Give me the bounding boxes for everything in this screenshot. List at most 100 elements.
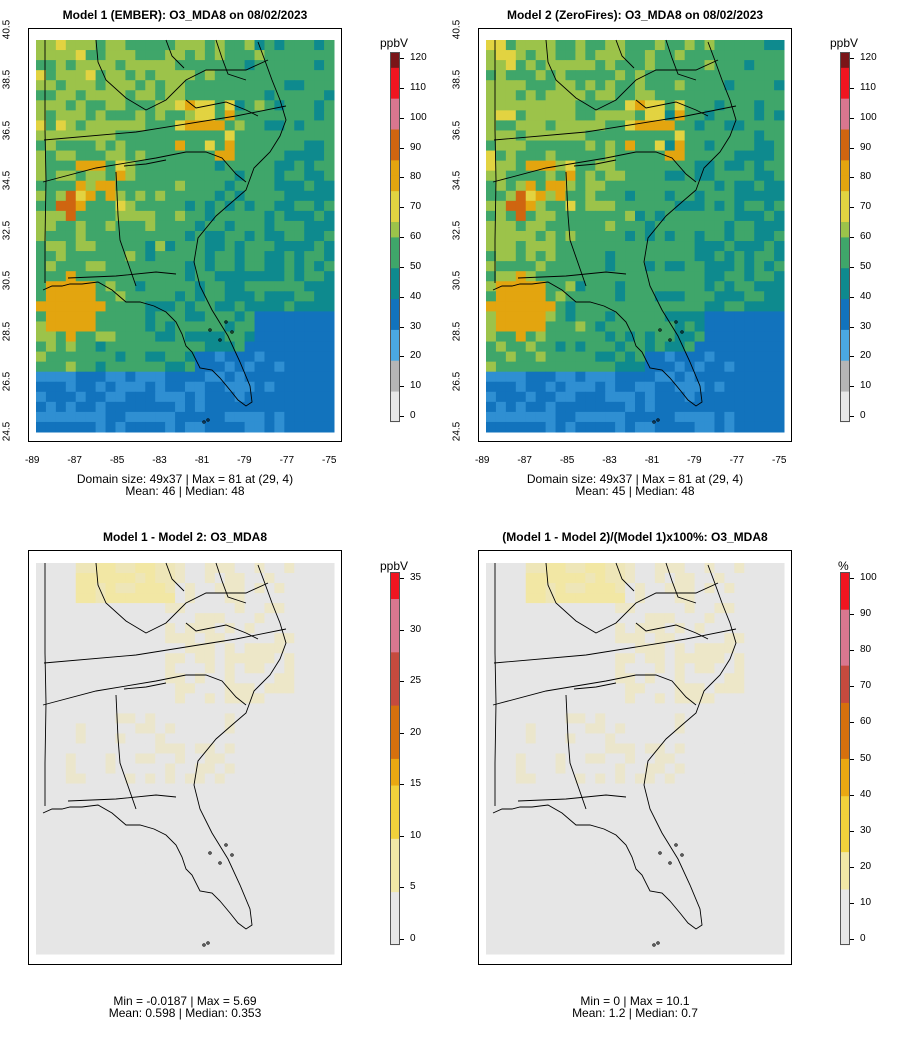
colorbar-tick-mark (850, 416, 854, 417)
longitude-tick-label: -77 (279, 455, 295, 466)
colorbar-tick-label: 10 (860, 896, 872, 908)
state-boundary (573, 682, 617, 690)
state-boundary (185, 99, 259, 117)
state-boundary (215, 562, 247, 604)
state-boundary (43, 105, 287, 141)
state-boundary (43, 628, 287, 664)
colorbar-tick-mark (400, 939, 404, 940)
colorbar-tick-mark (850, 386, 854, 388)
state-boundary (565, 694, 587, 810)
latitude-tick-label: 26.5 (1, 371, 13, 391)
latitude-tick-label: 28.5 (451, 321, 463, 341)
state-boundary (494, 563, 497, 806)
longitude-tick-label: -87 (517, 455, 532, 466)
colorbar-tick-mark (400, 58, 404, 59)
colorbar-tick-mark (850, 87, 854, 89)
colorbar-tick-label: 0 (410, 410, 416, 421)
colorbar-tick-mark (850, 177, 854, 179)
colorbar-tick-label: 30 (410, 320, 422, 332)
colorbar-tick-label: 60 (410, 231, 422, 242)
panel3-title: Model 1 - Model 2: O3_MDA8 (102, 530, 268, 544)
latitude-tick-label: 24.5 (451, 421, 463, 442)
colorbar-tick-label: 70 (860, 680, 872, 692)
colorbar-tick-label: 20 (410, 726, 422, 738)
colorbar-tick-mark (850, 758, 854, 760)
latitude-tick-label: 38.5 (451, 70, 463, 90)
state-boundary (493, 628, 737, 664)
longitude-tick-label: -83 (602, 455, 617, 466)
colorbar-tick-mark (400, 117, 404, 119)
panel2-unit: ppbV (830, 36, 859, 50)
latitude-tick-label: 26.5 (451, 371, 463, 391)
longitude-tick-label: -85 (109, 455, 125, 466)
latitude-tick-label: 30.5 (451, 271, 463, 291)
colorbar-tick-mark (850, 578, 854, 579)
state-boundary (165, 39, 185, 69)
longitude-tick-label: -75 (322, 455, 337, 466)
colorbar-tick-label: 20 (860, 860, 872, 872)
colorbar-tick-mark (400, 177, 404, 179)
colorbar-tick-label: 90 (860, 141, 872, 153)
colorbar-tick-label: 40 (860, 788, 872, 800)
state-boundary (115, 694, 137, 810)
colorbar-tick-mark (850, 237, 854, 238)
latitude-tick-label: 30.5 (1, 271, 13, 291)
panel1-unit: ppbV (380, 36, 409, 50)
latitude-tick-label: 32.5 (1, 220, 13, 241)
state-boundary (44, 563, 47, 806)
colorbar-tick-mark (850, 939, 854, 940)
colorbar-tick-mark (850, 902, 854, 904)
state-boundary (42, 674, 247, 706)
state-boundary (492, 151, 697, 183)
panel4-title: (Model 1 - Model 2)/(Model 1)x100%: O3_M… (502, 530, 768, 544)
coastline (42, 41, 287, 407)
panel1-map (28, 28, 342, 442)
latitude-tick-label: 36.5 (1, 120, 13, 140)
colorbar-tick-mark (850, 207, 854, 209)
latitude-tick-label: 40.5 (1, 19, 13, 40)
colorbar-tick-mark (850, 356, 854, 358)
state-boundary (573, 159, 617, 167)
colorbar-tick-label: 110 (860, 81, 876, 93)
latitude-tick-label: 40.5 (451, 19, 463, 40)
colorbar-tick-label: 10 (410, 829, 422, 841)
colorbar-tick-mark (400, 87, 404, 89)
colorbar-tick-label: 10 (410, 380, 422, 392)
panel1-colorbar (390, 52, 400, 423)
colorbar-tick-label: 0 (860, 410, 866, 421)
panel1-title: Model 1 (EMBER): O3_MDA8 on 08/02/2023 (62, 8, 308, 22)
panel4-stats-line2: Mean: 1.2 | Median: 0.7 (572, 1006, 698, 1020)
colorbar-tick-label: 40 (860, 290, 872, 302)
colorbar-tick-label: 70 (860, 201, 872, 213)
longitude-tick-label: -85 (559, 455, 575, 466)
colorbar-tick-label: 100 (410, 111, 427, 123)
colorbar-tick-label: 30 (860, 824, 872, 836)
colorbar-tick-mark (850, 650, 854, 652)
panel2-title: Model 2 (ZeroFires): O3_MDA8 on 08/02/20… (506, 8, 764, 22)
colorbar-tick-mark (850, 722, 854, 724)
panel3-stats-line1: Min = -0.0187 | Max = 5.69 (113, 994, 257, 1008)
panel3-stats-line2: Mean: 0.598 | Median: 0.353 (108, 1006, 262, 1020)
colorbar-tick-label: 90 (410, 141, 422, 153)
state-boundary (494, 40, 497, 283)
colorbar-tick-mark (850, 266, 854, 268)
colorbar-tick-label: 15 (410, 778, 422, 790)
panel4-unit: % (838, 559, 849, 573)
colorbar-tick-label: 35 (410, 572, 422, 583)
panel4-colorbar (840, 572, 850, 946)
state-boundary (67, 271, 177, 279)
colorbar-tick-label: 100 (860, 111, 877, 123)
state-boundary (492, 674, 697, 706)
latitude-tick-label: 28.5 (1, 321, 13, 341)
state-boundary (565, 171, 587, 287)
latitude-tick-label: 34.5 (1, 170, 13, 190)
longitude-tick-label: -89 (25, 455, 40, 466)
panel3-colorbar (390, 572, 400, 946)
coastline (492, 564, 737, 930)
panel4-map (478, 550, 792, 965)
state-boundary (615, 39, 635, 69)
state-boundary (165, 562, 185, 592)
state-boundary (123, 682, 167, 690)
panel3-unit: ppbV (380, 559, 409, 573)
colorbar-tick-mark (400, 326, 404, 328)
